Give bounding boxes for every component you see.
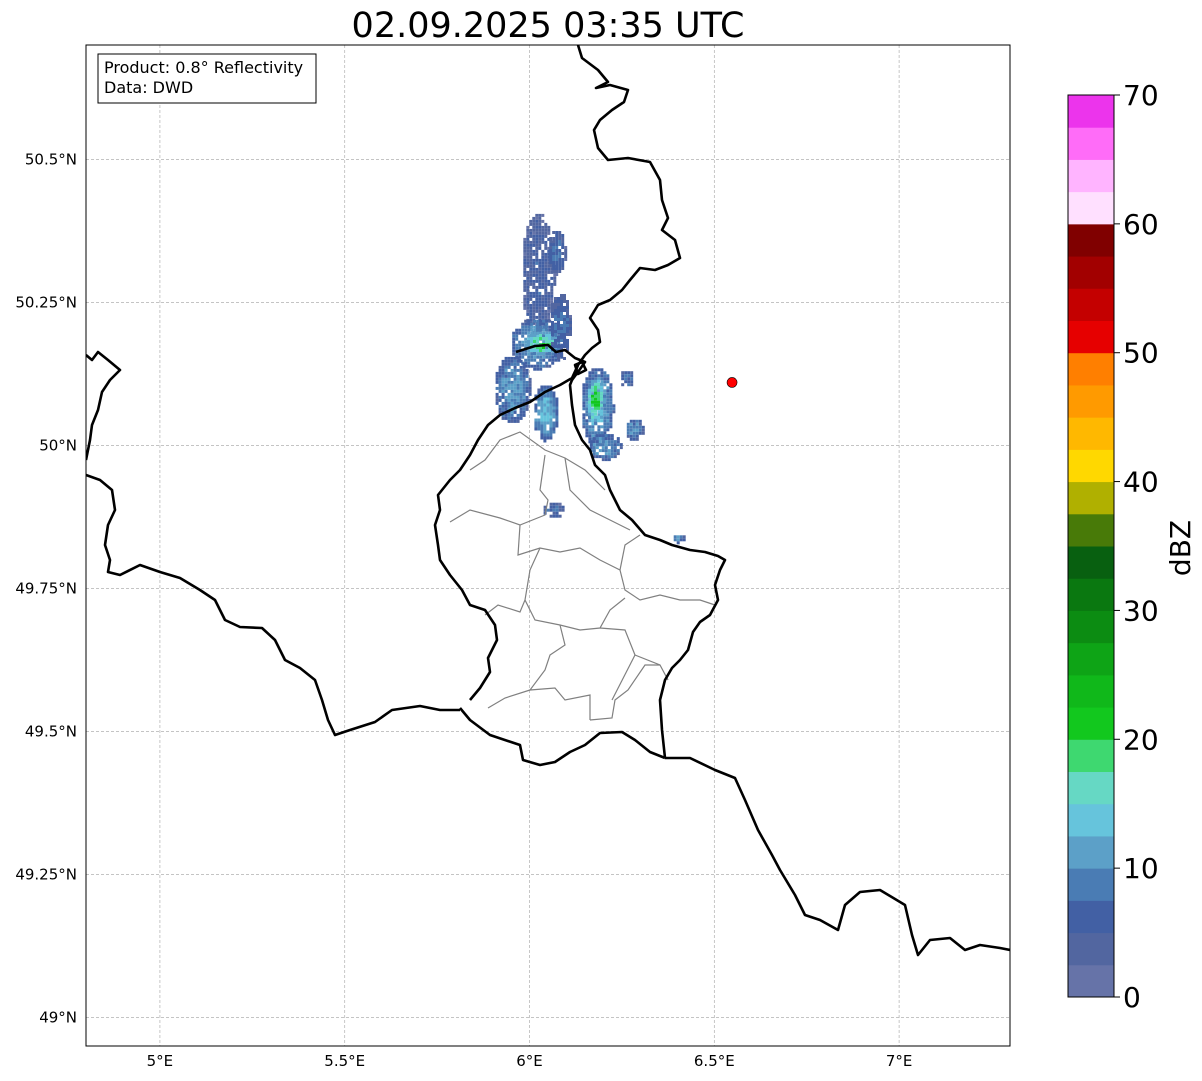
colorbar-tick-label: 20 <box>1123 723 1159 756</box>
border-be-de-north <box>515 343 587 381</box>
map-area: 5°E 5.5°E 6°E 6.5°E 7°E 50.5°N 50.25°N 50°N 49.7… <box>15 44 1011 1070</box>
lon-tick-label: 7°E <box>886 1052 913 1070</box>
colorbar-segment <box>1068 513 1114 547</box>
colorbar-segment <box>1068 610 1114 644</box>
colorbar-segment <box>1068 642 1114 676</box>
echo-cell <box>626 419 645 441</box>
lat-tick-label: 49.25°N <box>15 865 77 883</box>
echo-cell <box>621 371 634 387</box>
lon-tick-label: 5.5°E <box>324 1052 365 1070</box>
border-lu-de-loop <box>573 360 588 376</box>
map-border <box>85 44 1011 1047</box>
colorbar-segment <box>1068 352 1114 386</box>
echo-cell <box>549 231 568 276</box>
border-fr-de <box>665 756 1010 957</box>
colorbar-segment <box>1068 288 1114 321</box>
lat-tick-label: 50°N <box>39 436 77 454</box>
lat-tick-label: 50.25°N <box>15 293 77 311</box>
lon-tick-label: 5°E <box>147 1052 174 1070</box>
colorbar-segments <box>1068 95 1114 998</box>
info-product: Product: 0.8° Reflectivity <box>104 58 303 77</box>
map-title: 02.09.2025 03:35 UTC <box>352 6 745 46</box>
lon-tick-label: 6.5°E <box>694 1052 735 1070</box>
map-frame <box>86 45 1010 1046</box>
echo-cell <box>551 294 572 360</box>
lat-tick-label: 49.5°N <box>25 722 77 740</box>
country-borders <box>86 45 1010 957</box>
colorbar-segment <box>1068 449 1114 483</box>
colorbar-tick-label: 50 <box>1123 337 1159 370</box>
colorbar-segment <box>1068 546 1114 579</box>
colorbar-ticks: 0 10 20 30 40 50 60 70 <box>1114 79 1159 1014</box>
lon-tick-label: 6°E <box>516 1052 543 1070</box>
info-box: Product: 0.8° Reflectivity Data: DWD <box>97 53 317 104</box>
colorbar-segment <box>1068 159 1114 193</box>
colorbar-tick-label: 0 <box>1123 981 1141 1014</box>
colorbar-segment <box>1068 835 1114 869</box>
radar-site-marker <box>726 377 738 388</box>
colorbar-label: dBZ <box>1164 520 1197 576</box>
echo-cell <box>543 502 565 518</box>
colorbar-segment <box>1068 127 1114 160</box>
colorbar-tick-label: 40 <box>1123 466 1159 499</box>
lat-tick-label: 49.75°N <box>15 579 77 597</box>
radar-echoes <box>495 213 686 545</box>
colorbar-segment <box>1068 320 1114 354</box>
colorbar-tick-label: 10 <box>1123 852 1159 885</box>
border-lu-de <box>568 45 727 759</box>
colorbar-segment <box>1068 739 1114 772</box>
border-lu-be <box>433 364 580 701</box>
colorbar-tick-label: 60 <box>1123 208 1159 241</box>
border-be-fr <box>86 350 122 461</box>
colorbar-tick-label: 70 <box>1123 79 1159 112</box>
colorbar-segment <box>1068 95 1114 128</box>
echo-cell <box>589 434 623 462</box>
lat-tick-label: 50.5°N <box>25 150 77 168</box>
canton-boundaries <box>449 431 716 721</box>
axis-tick-labels: 5°E 5.5°E 6°E 6.5°E 7°E 50.5°N 50.25°N 50°N 49.7… <box>15 150 912 1070</box>
colorbar-segment <box>1068 900 1114 934</box>
colorbar-segment <box>1068 256 1114 289</box>
colorbar-segment <box>1068 223 1114 257</box>
colorbar-segment <box>1068 417 1114 450</box>
echo-cell <box>534 385 559 443</box>
border-lu-fr <box>459 707 666 767</box>
colorbar-frame <box>1067 94 1115 998</box>
echo-cell <box>673 535 686 545</box>
colorbar-segment <box>1068 578 1114 611</box>
colorbar-segment <box>1068 674 1114 708</box>
colorbar-segment <box>1068 964 1114 998</box>
colorbar-segment <box>1068 932 1114 966</box>
colorbar-segment <box>1068 868 1114 901</box>
border-be-fr-west <box>86 473 460 737</box>
echo-cell <box>588 379 606 425</box>
colorbar-segment <box>1068 191 1114 225</box>
colorbar-segment <box>1068 384 1114 418</box>
colorbar-segment <box>1068 481 1114 515</box>
colorbar-tick-label: 30 <box>1123 594 1159 627</box>
colorbar: 0 10 20 30 40 50 60 70 dBZ <box>1067 79 1197 1014</box>
info-source: Data: DWD <box>104 78 193 97</box>
colorbar-segment <box>1068 771 1114 805</box>
colorbar-segment <box>1068 707 1114 740</box>
lat-tick-label: 49°N <box>39 1008 77 1026</box>
echo-cell <box>495 356 532 423</box>
colorbar-segment <box>1068 803 1114 837</box>
